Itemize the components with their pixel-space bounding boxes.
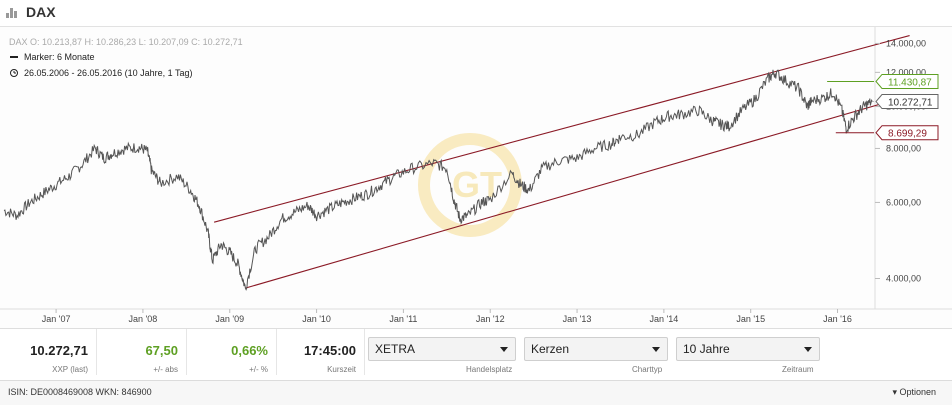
x-tick-label: Jan '13: [563, 314, 592, 324]
abs-change-cell: 67,50 +/- abs: [96, 329, 187, 375]
price-marker-label: 10.272,71: [888, 98, 933, 109]
footer-bar: ISIN: DE0008469008 WKN: 846900 ▾ Optione…: [0, 380, 952, 405]
price-marker-label: 11.430,87: [888, 77, 932, 88]
last-price-label: XXP (last): [52, 365, 88, 374]
y-tick-label: 14.000,00: [886, 38, 926, 48]
abs-change-label: +/- abs: [153, 365, 178, 374]
quote-panel: 10.272,71 XXP (last) 67,50 +/- abs 0,66%…: [0, 328, 952, 381]
page-title: DAX: [26, 4, 56, 20]
chart-header: DAX: [0, 0, 952, 27]
x-tick-label: Jan '08: [129, 314, 158, 324]
charttype-label: Charttyp: [632, 365, 663, 374]
x-tick-label: Jan '12: [476, 314, 505, 324]
chevron-down-icon: [500, 347, 508, 352]
price-line: [3, 69, 873, 291]
options-button[interactable]: ▾ Optionen: [892, 387, 936, 397]
chart-bars-icon: [6, 8, 20, 18]
x-tick-label: Jan '07: [42, 314, 71, 324]
lower-channel-line[interactable]: [245, 95, 910, 289]
pct-change-value: 0,66%: [231, 343, 268, 358]
y-tick-label: 4.000,00: [886, 274, 921, 284]
x-tick-label: Jan '10: [302, 314, 331, 324]
pct-change-label: +/- %: [249, 365, 268, 374]
isin-wkn-text: ISIN: DE0008469008 WKN: 846900: [8, 387, 152, 397]
abs-change-value: 67,50: [145, 343, 178, 358]
legend-ohlc: DAX O: 10.213,87 H: 10.286,23 L: 10.207,…: [9, 37, 243, 47]
svg-text:GT: GT: [452, 164, 502, 205]
exchange-select[interactable]: XETRA: [368, 337, 516, 361]
y-tick-label: 8.000,00: [886, 143, 921, 153]
time-label: Kurszeit: [327, 365, 356, 374]
legend-range: 26.05.2006 - 26.05.2016 (10 Jahre, 1 Tag…: [24, 68, 192, 78]
charttype-select[interactable]: Kerzen: [524, 337, 668, 361]
y-tick-label: 6.000,00: [886, 197, 921, 207]
y-tick-label: 12.000,00: [886, 67, 926, 77]
x-tick-label: Jan '11: [389, 314, 417, 324]
last-price-value: 10.272,71: [30, 343, 88, 358]
price-chart[interactable]: GT 4.000,006.000,008.000,0010.000,0012.0…: [0, 27, 952, 328]
period-select[interactable]: 10 Jahre: [676, 337, 820, 361]
period-select-value: 10 Jahre: [683, 342, 730, 356]
period-label: Zeitraum: [782, 365, 814, 374]
time-value: 17:45:00: [303, 343, 356, 358]
charttype-select-value: Kerzen: [531, 342, 570, 356]
x-tick-label: Jan '15: [736, 314, 765, 324]
chevron-down-icon: [652, 347, 660, 352]
chart-legend: DAX O: 10.213,87 H: 10.286,23 L: 10.207,…: [9, 37, 243, 78]
watermark-logo-icon: GT: [418, 133, 522, 237]
price-marker-badge: [875, 125, 939, 141]
price-marker-badge: [875, 73, 939, 89]
chart-area[interactable]: GT 4.000,006.000,008.000,0010.000,0012.0…: [0, 27, 952, 328]
time-cell: 17:45:00 Kurszeit: [276, 329, 365, 375]
upper-channel-line[interactable]: [213, 35, 910, 223]
pct-change-cell: 0,66% +/- %: [186, 329, 277, 375]
price-marker-label: 8.699,29: [888, 129, 927, 140]
x-tick-label: Jan '14: [650, 314, 679, 324]
legend-marker: Marker: 6 Monate: [24, 52, 95, 62]
exchange-label: Handelsplatz: [466, 365, 513, 374]
chevron-down-icon: [804, 347, 812, 352]
x-tick-label: Jan '16: [823, 314, 852, 324]
last-price-cell: 10.272,71 XXP (last): [0, 329, 97, 375]
exchange-select-value: XETRA: [375, 342, 416, 356]
x-tick-label: Jan '09: [215, 314, 244, 324]
price-marker-badge: [875, 94, 939, 110]
